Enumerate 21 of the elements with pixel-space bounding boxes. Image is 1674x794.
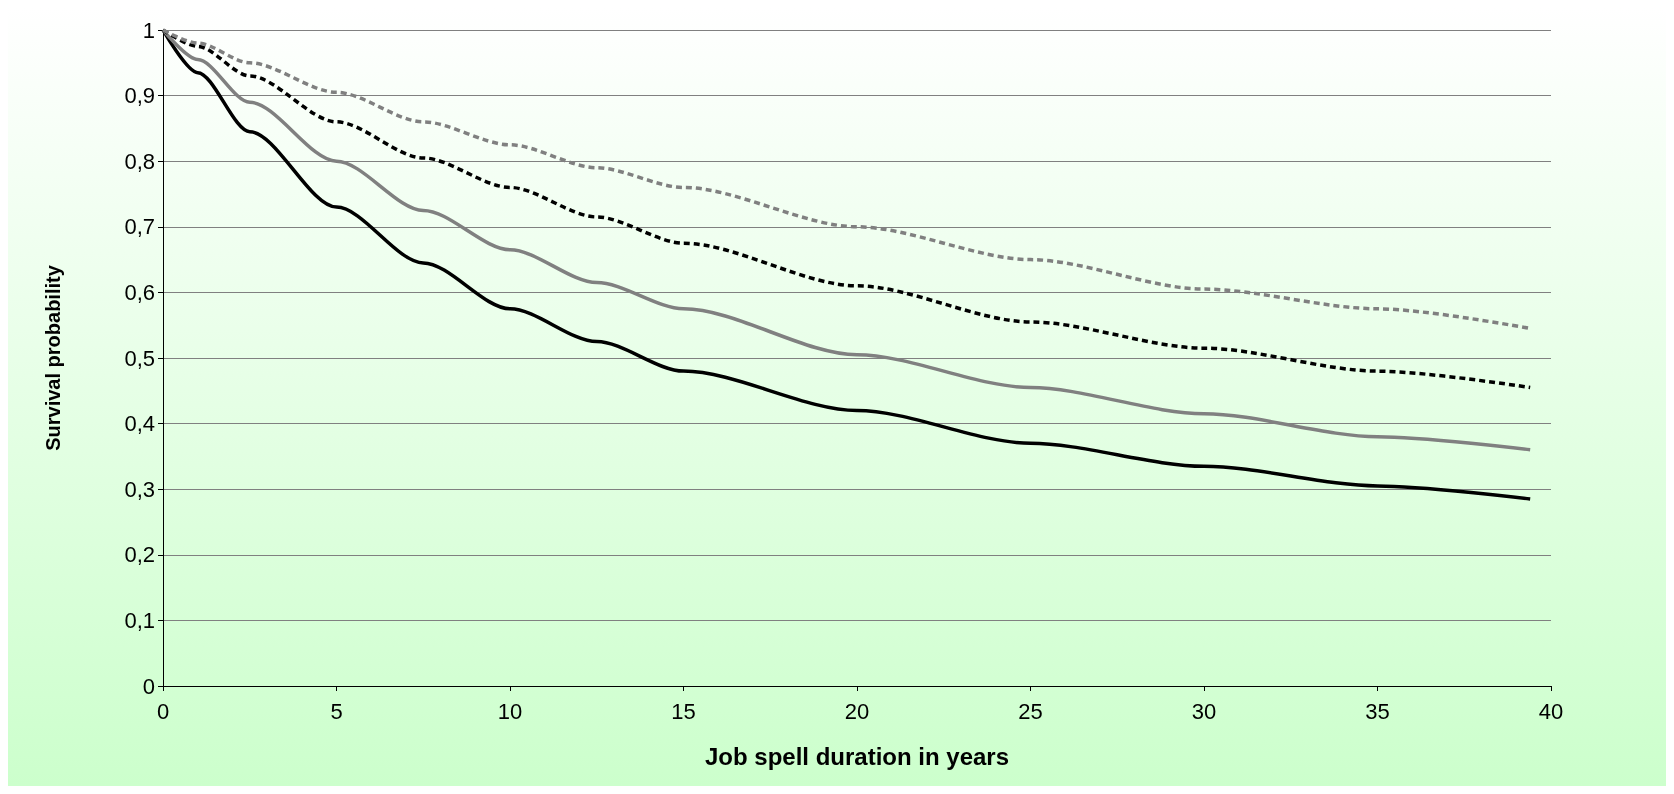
y-tick-label: 0,6 — [124, 279, 155, 305]
x-tick-label: 40 — [1538, 698, 1564, 724]
x-tick-label: 15 — [671, 698, 696, 724]
y-tick-label: 0 — [142, 673, 155, 699]
x-tick-label: 25 — [1018, 698, 1043, 724]
y-tick-label: 1 — [142, 17, 155, 43]
x-tick-label: 20 — [844, 698, 870, 724]
x-tick-label: 35 — [1365, 698, 1390, 724]
x-tick-label: 5 — [330, 698, 343, 724]
y-tick-label: 0,2 — [124, 542, 155, 568]
y-tick-label: 0,1 — [124, 607, 155, 633]
y-tick-label: 0,4 — [124, 411, 155, 437]
x-tick-label: 10 — [497, 698, 523, 724]
y-tick-label: 0,8 — [124, 148, 155, 174]
x-tick-label: 30 — [1191, 698, 1217, 724]
y-tick-label: 0,9 — [124, 83, 155, 109]
y-tick-label: 0,3 — [124, 476, 155, 502]
y-tick-label: 0,7 — [124, 214, 155, 240]
x-axis-title: Job spell duration in years — [704, 742, 1010, 770]
y-axis-title: Survival probability — [42, 264, 64, 451]
y-tick-label: 0,5 — [124, 345, 155, 371]
